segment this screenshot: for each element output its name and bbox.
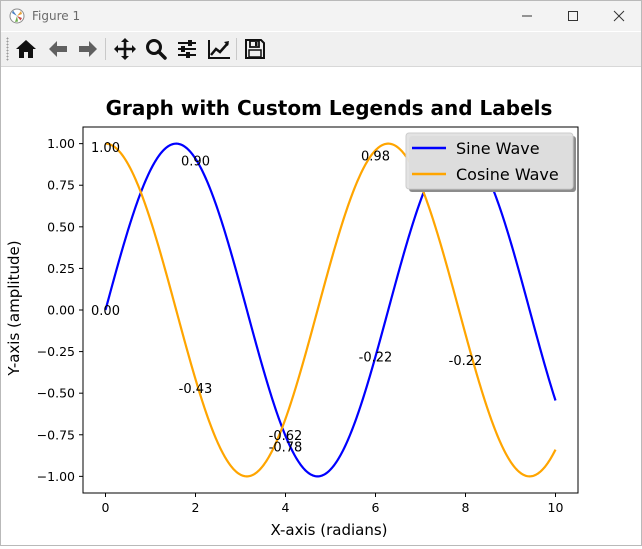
close-button[interactable]	[596, 1, 642, 31]
data-annotation: -0.22	[449, 354, 483, 369]
x-tick-label: 4	[282, 500, 290, 515]
y-tick-label: 0.50	[47, 219, 75, 234]
zoom-button[interactable]	[143, 36, 169, 62]
toolbar-grip[interactable]	[6, 37, 9, 61]
data-annotation: 1.00	[91, 141, 120, 156]
y-tick-label: 1.00	[47, 136, 75, 151]
x-tick-label: 8	[462, 500, 470, 515]
configure-subplots-button[interactable]	[174, 36, 200, 62]
title-bar: Figure 1	[1, 1, 641, 31]
y-tick-label: −0.75	[37, 427, 75, 442]
legend-label: Sine Wave	[456, 139, 540, 158]
minimize-icon	[522, 15, 532, 17]
toolbar-separator	[105, 38, 106, 60]
y-tick-label: 0.75	[47, 178, 75, 193]
matplotlib-icon	[9, 8, 25, 24]
edit-axis-icon	[208, 40, 230, 59]
zoom-icon	[146, 39, 167, 60]
pan-icon	[114, 38, 136, 60]
data-annotation: 0.90	[181, 154, 210, 169]
x-tick-label: 6	[372, 500, 380, 515]
save-icon	[245, 39, 265, 59]
navigation-toolbar	[1, 32, 641, 67]
x-tick-label: 10	[548, 500, 564, 515]
forward-button[interactable]	[75, 36, 101, 62]
y-tick-label: −0.25	[37, 344, 75, 359]
series-line-cos	[105, 142, 557, 478]
data-annotation: -0.22	[359, 351, 393, 366]
close-icon	[613, 10, 625, 22]
data-annotation: 0.00	[91, 304, 120, 319]
minimize-button[interactable]	[504, 1, 550, 31]
data-annotation: -0.43	[179, 382, 213, 397]
data-annotation: -0.78	[269, 440, 303, 455]
home-button[interactable]	[13, 36, 39, 62]
configure-subplots-icon	[178, 40, 196, 58]
data-annotation: -0.62	[269, 429, 303, 444]
pan-button[interactable]	[112, 36, 138, 62]
legend: Sine Wave Cosine Wave	[405, 132, 576, 192]
forward-icon	[79, 41, 97, 57]
y-tick-label: 0.00	[47, 303, 75, 318]
edit-axis-button[interactable]	[206, 36, 232, 62]
data-annotation: 0.98	[361, 149, 390, 164]
maximize-button[interactable]	[550, 1, 596, 31]
x-tick-label: 0	[102, 500, 110, 515]
legend-label: Cosine Wave	[456, 165, 559, 184]
maximize-icon	[568, 11, 578, 21]
y-tick-label: −1.00	[37, 469, 75, 484]
y-tick-label: 0.25	[47, 261, 75, 276]
x-axis-label: X-axis (radians)	[270, 521, 387, 539]
y-tick-label: −0.50	[37, 386, 75, 401]
window-title: Figure 1	[32, 9, 81, 23]
y-axis-label: Y-axis (amplitude)	[5, 240, 23, 376]
line-chart: Graph with Custom Legends and Labels 0.0…	[1, 67, 641, 545]
x-tick-label: 2	[192, 500, 200, 515]
back-button[interactable]	[45, 36, 71, 62]
chart-title: Graph with Custom Legends and Labels	[106, 96, 553, 120]
legend-box	[405, 132, 574, 190]
back-icon	[49, 41, 67, 57]
home-icon	[16, 40, 36, 58]
save-button[interactable]	[242, 36, 268, 62]
figure-canvas[interactable]: Graph with Custom Legends and Labels 0.0…	[1, 67, 641, 545]
toolbar-separator	[236, 38, 237, 60]
